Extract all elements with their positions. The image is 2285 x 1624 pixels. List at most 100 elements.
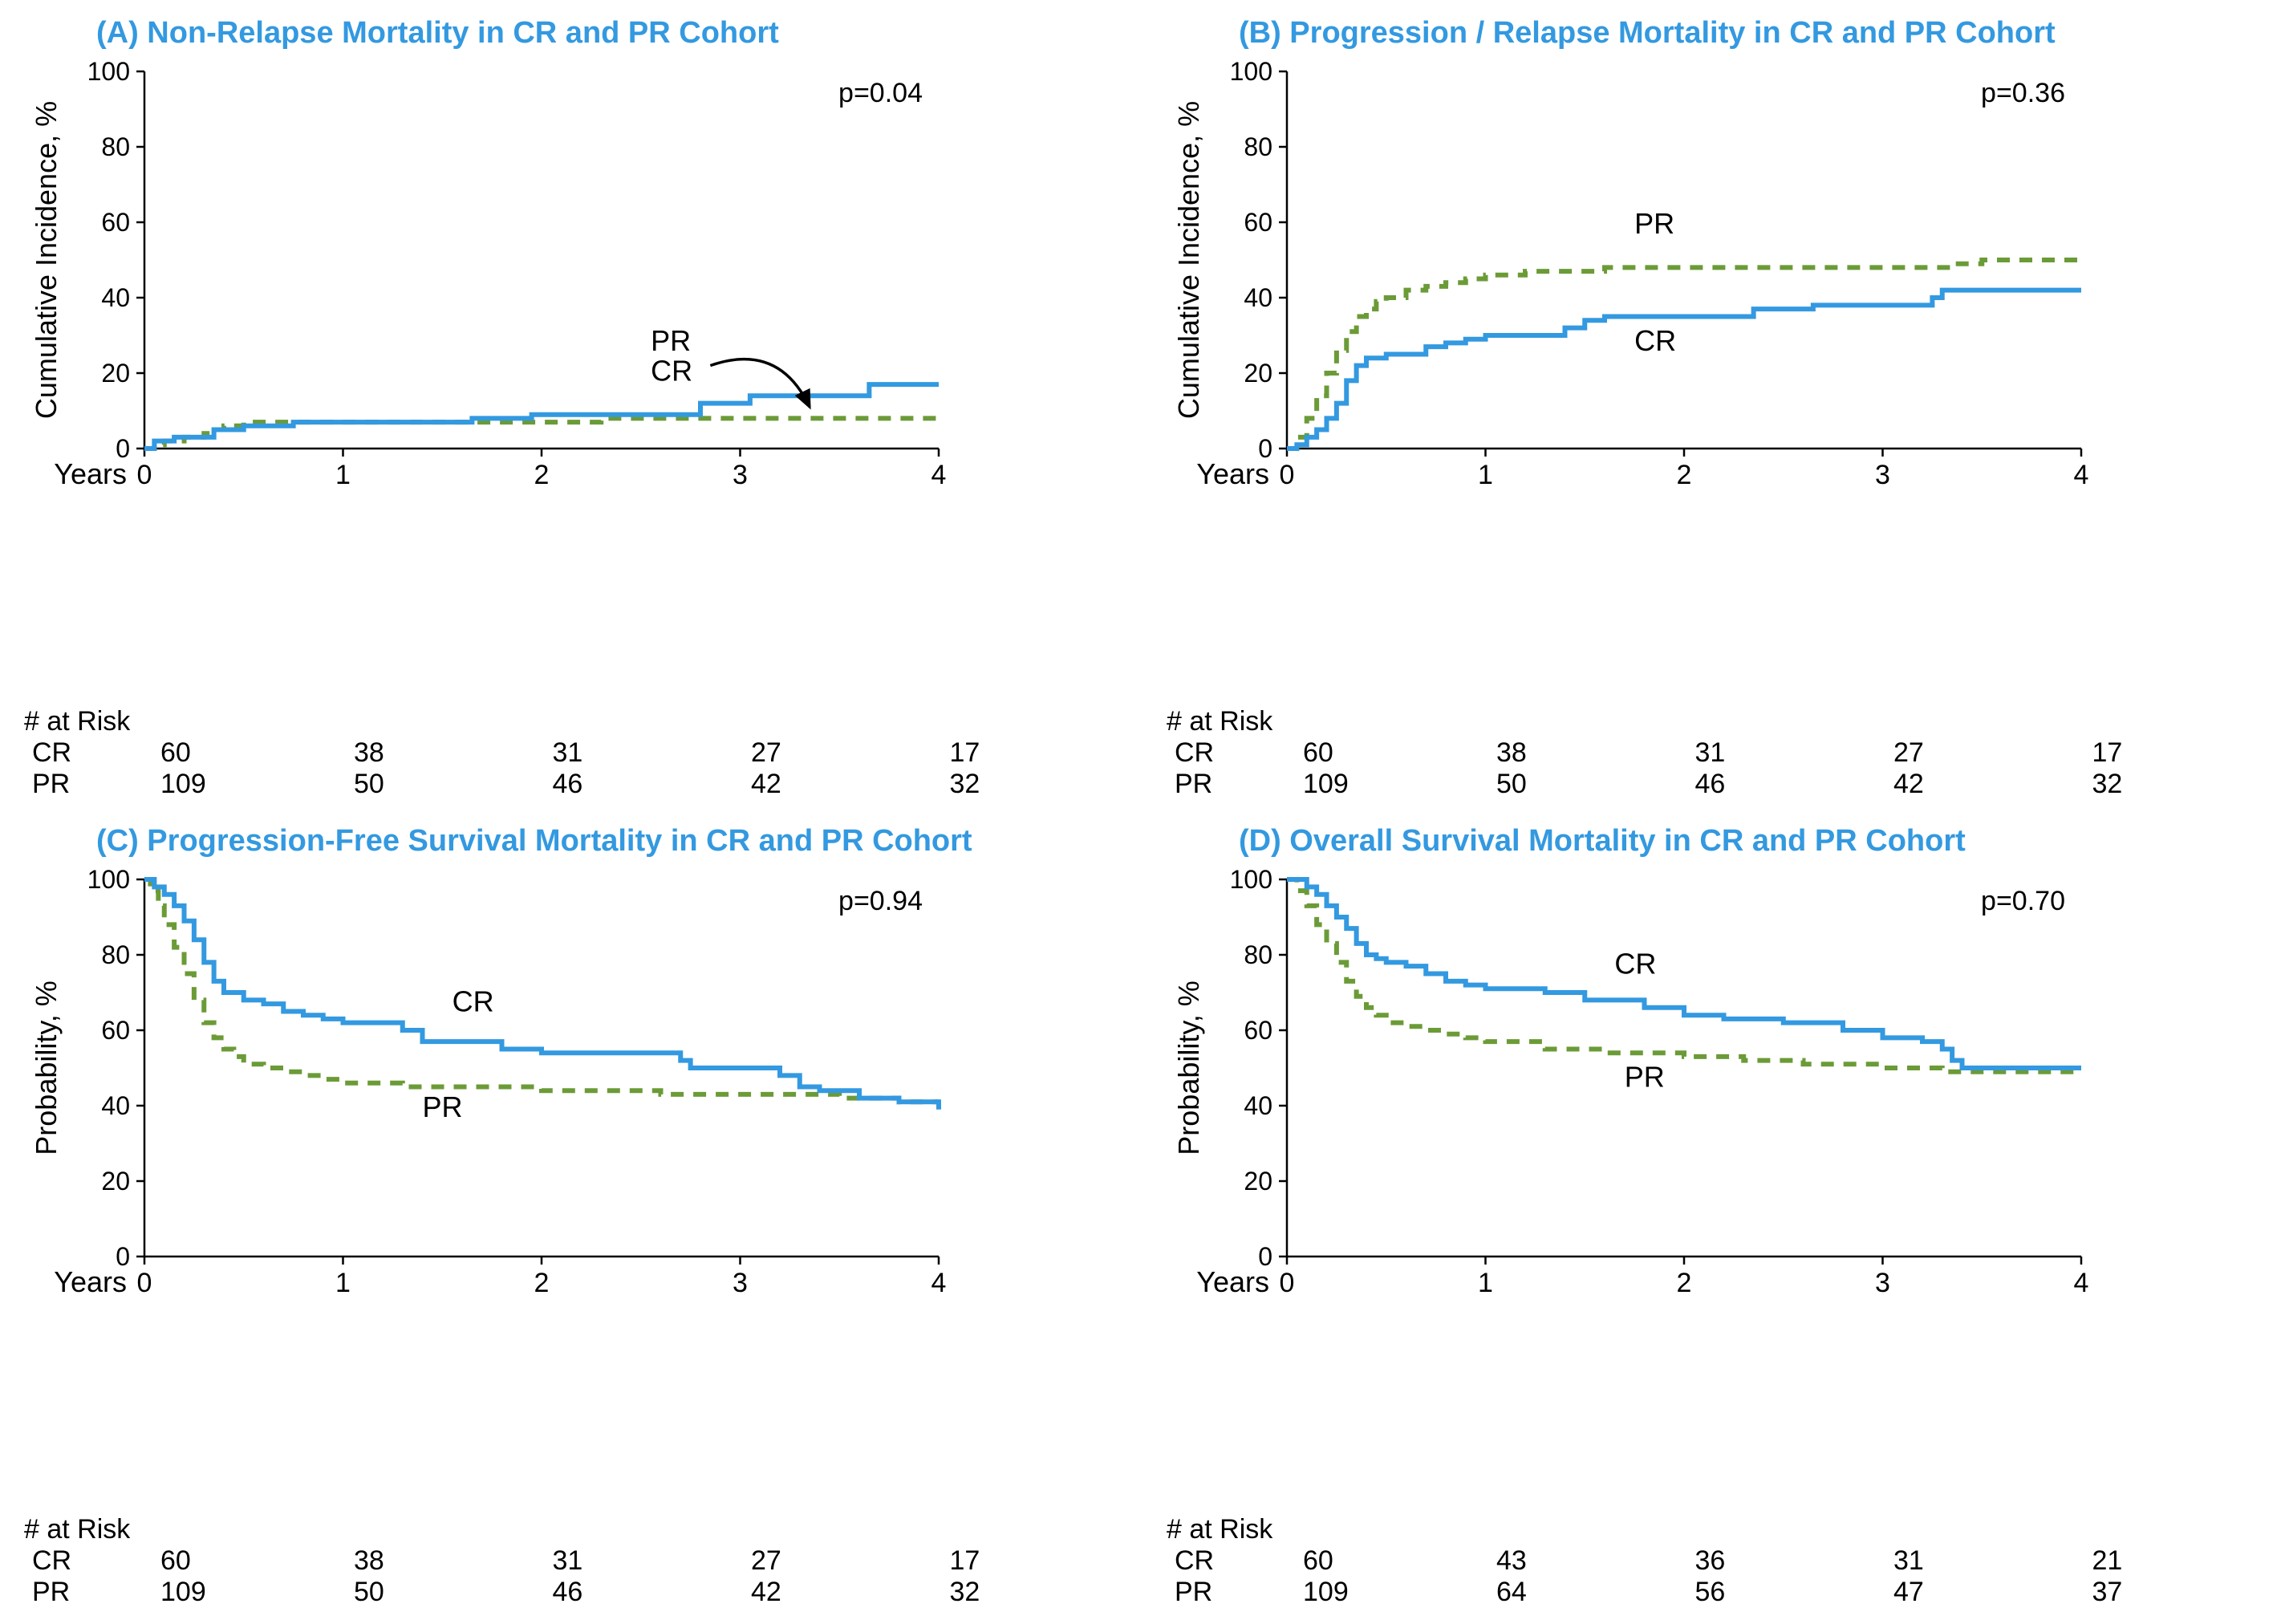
x-tick-label: 3 xyxy=(733,1268,748,1298)
y-tick-label: 20 xyxy=(1244,1167,1272,1196)
x-tick-label: 4 xyxy=(2074,460,2089,490)
risk-row-PR: PR10950464232 xyxy=(1159,769,2269,800)
chart-svg: 02040608010001234Cumulative Incidence, %… xyxy=(1159,55,2105,505)
risk-cell: 32 xyxy=(2008,769,2207,800)
curve-CR xyxy=(1287,879,2081,1068)
risk-cell: 31 xyxy=(469,737,668,769)
curve-CR xyxy=(1287,290,2081,449)
risk-table: # at RiskCR6038312717PR10950464232 xyxy=(1159,706,2269,800)
x-tick-label: 4 xyxy=(931,1268,947,1298)
risk-header: # at Risk xyxy=(1159,706,1295,737)
risk-row-PR: PR10964564737 xyxy=(1159,1577,2269,1608)
y-tick-label: 100 xyxy=(87,57,130,86)
risk-cell: 56 xyxy=(1611,1577,1810,1608)
panel-title: (D) Overall Survival Mortality in CR and… xyxy=(1159,824,2269,859)
risk-table: # at RiskCR6038312717PR10950464232 xyxy=(16,706,1126,800)
y-tick-label: 80 xyxy=(101,132,130,161)
panel-title: (C) Progression-Free Survival Mortality … xyxy=(16,824,1126,859)
curve-label: CR xyxy=(1634,324,1676,357)
risk-cell: 50 xyxy=(1412,769,1611,800)
risk-table: # at RiskCR6038312717PR10950464232 xyxy=(16,1514,1126,1608)
risk-row-label: PR xyxy=(16,1577,160,1608)
chart-svg: 02040608010001234Probability, %Yearsp=0.… xyxy=(1159,863,2105,1313)
risk-cell: 32 xyxy=(866,1577,1065,1608)
curve-label: PR xyxy=(1625,1061,1665,1094)
risk-cell: 27 xyxy=(1809,737,2008,769)
risk-row-label: CR xyxy=(16,1545,160,1577)
panel-title: (B) Progression / Relapse Mortality in C… xyxy=(1159,16,2269,51)
risk-cell: 109 xyxy=(160,769,270,800)
risk-cell: 38 xyxy=(270,1545,469,1577)
y-tick-label: 40 xyxy=(1244,1091,1272,1120)
x-tick-label: 2 xyxy=(534,460,550,490)
y-tick-label: 40 xyxy=(1244,283,1272,312)
y-tick-label: 100 xyxy=(1230,57,1272,86)
risk-row-label: PR xyxy=(1159,769,1303,800)
x-tick-label: 2 xyxy=(1677,460,1692,490)
risk-cell: 46 xyxy=(1611,769,1810,800)
risk-cell: 60 xyxy=(1303,737,1412,769)
risk-row-label: PR xyxy=(1159,1577,1303,1608)
panel-title: (A) Non-Relapse Mortality in CR and PR C… xyxy=(16,16,1126,51)
risk-table: # at RiskCR6043363121PR10964564737 xyxy=(1159,1514,2269,1608)
chart-svg: 02040608010001234Probability, %Yearsp=0.… xyxy=(16,863,963,1313)
p-value: p=0.04 xyxy=(838,78,923,108)
chart-svg: 02040608010001234Cumulative Incidence, %… xyxy=(16,55,963,505)
risk-header: # at Risk xyxy=(16,1514,152,1545)
y-axis-label: Probability, % xyxy=(30,980,63,1155)
risk-cell: 17 xyxy=(866,737,1065,769)
x-tick-label: 1 xyxy=(335,460,351,490)
curve-label: CR xyxy=(453,985,494,1018)
y-tick-label: 60 xyxy=(101,208,130,237)
curve-label: PR xyxy=(651,324,691,357)
risk-cell: 36 xyxy=(1611,1545,1810,1577)
risk-row-PR: PR10950464232 xyxy=(16,1577,1126,1608)
risk-cell: 42 xyxy=(667,769,866,800)
y-tick-label: 20 xyxy=(1244,359,1272,388)
risk-cell: 17 xyxy=(2008,737,2207,769)
p-value: p=0.36 xyxy=(1981,78,2065,108)
y-tick-label: 100 xyxy=(87,865,130,894)
x-axis-label: Years xyxy=(54,457,127,490)
panel-A: (A) Non-Relapse Mortality in CR and PR C… xyxy=(16,16,1126,800)
x-tick-label: 3 xyxy=(1875,460,1890,490)
curve-PR xyxy=(1287,879,2081,1072)
risk-row-PR: PR10950464232 xyxy=(16,769,1126,800)
risk-row-CR: CR6038312717 xyxy=(1159,737,2269,769)
risk-cell: 38 xyxy=(270,737,469,769)
p-value: p=0.94 xyxy=(838,886,923,916)
risk-row-CR: CR6038312717 xyxy=(16,737,1126,769)
risk-cell: 109 xyxy=(1303,1577,1412,1608)
risk-cell: 21 xyxy=(2008,1545,2207,1577)
risk-cell: 32 xyxy=(866,769,1065,800)
risk-row-CR: CR6038312717 xyxy=(16,1545,1126,1577)
y-tick-label: 60 xyxy=(101,1016,130,1045)
risk-cell: 109 xyxy=(160,1577,270,1608)
curve-PR xyxy=(144,879,939,1102)
risk-cell: 46 xyxy=(469,1577,668,1608)
x-tick-label: 0 xyxy=(1280,1268,1295,1298)
risk-cell: 64 xyxy=(1412,1577,1611,1608)
y-tick-label: 60 xyxy=(1244,1016,1272,1045)
risk-cell: 27 xyxy=(667,737,866,769)
y-axis-label: Cumulative Incidence, % xyxy=(1172,101,1205,419)
risk-cell: 46 xyxy=(469,769,668,800)
panel-B: (B) Progression / Relapse Mortality in C… xyxy=(1159,16,2269,800)
y-tick-label: 40 xyxy=(101,1091,130,1120)
x-tick-label: 2 xyxy=(1677,1268,1692,1298)
risk-cell: 109 xyxy=(1303,769,1412,800)
x-tick-label: 1 xyxy=(1478,460,1493,490)
panel-C: (C) Progression-Free Survival Mortality … xyxy=(16,824,1126,1608)
risk-cell: 31 xyxy=(1809,1545,2008,1577)
x-axis-label: Years xyxy=(1196,1265,1269,1298)
risk-row-label: CR xyxy=(1159,737,1303,769)
x-axis-label: Years xyxy=(1196,457,1269,490)
x-tick-label: 0 xyxy=(137,1268,152,1298)
x-tick-label: 1 xyxy=(1478,1268,1493,1298)
x-tick-label: 3 xyxy=(733,460,748,490)
y-tick-label: 20 xyxy=(101,1167,130,1196)
risk-header: # at Risk xyxy=(1159,1514,1295,1545)
curve-CR xyxy=(144,879,939,1110)
risk-cell: 31 xyxy=(469,1545,668,1577)
y-tick-label: 80 xyxy=(1244,940,1272,969)
